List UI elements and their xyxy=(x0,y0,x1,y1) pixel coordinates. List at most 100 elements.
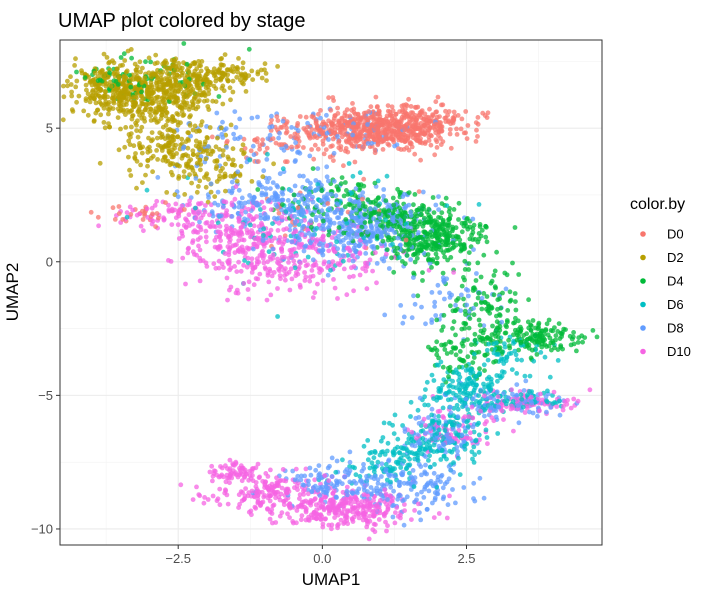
point-d8 xyxy=(237,117,242,122)
point-d2 xyxy=(189,181,194,186)
point-d4 xyxy=(470,360,475,365)
point-d4 xyxy=(492,331,497,336)
point-d8 xyxy=(309,473,314,478)
point-d10 xyxy=(250,256,255,261)
point-d0 xyxy=(449,146,454,151)
point-d4 xyxy=(455,234,460,239)
point-d4 xyxy=(481,253,486,258)
point-d2 xyxy=(140,145,145,150)
point-d4 xyxy=(457,201,462,206)
point-d10 xyxy=(304,467,309,472)
point-d10 xyxy=(301,499,306,504)
point-d2 xyxy=(249,69,254,74)
point-d8 xyxy=(380,257,385,262)
point-d8 xyxy=(453,501,458,506)
point-d4 xyxy=(461,321,466,326)
point-d8 xyxy=(296,193,301,198)
point-d2 xyxy=(65,79,70,84)
point-d2 xyxy=(218,169,223,174)
point-d0 xyxy=(476,122,481,127)
point-d8 xyxy=(269,114,274,119)
point-d4 xyxy=(415,224,420,229)
point-d10 xyxy=(253,506,258,511)
point-d8 xyxy=(358,479,363,484)
point-d10 xyxy=(278,276,283,281)
point-d10 xyxy=(445,516,450,521)
point-d8 xyxy=(324,164,329,169)
point-d8 xyxy=(330,456,335,461)
point-d0 xyxy=(399,147,404,152)
point-d4 xyxy=(513,328,518,333)
point-d2 xyxy=(192,97,197,102)
point-d4 xyxy=(513,225,518,230)
point-d6 xyxy=(340,457,345,462)
point-d4 xyxy=(397,205,402,210)
point-d10 xyxy=(333,286,338,291)
point-d10 xyxy=(561,404,566,409)
point-d10 xyxy=(349,265,354,270)
point-d4 xyxy=(453,333,458,338)
point-d10 xyxy=(266,474,271,479)
point-d2 xyxy=(72,63,77,68)
point-d8 xyxy=(348,450,353,455)
point-d6 xyxy=(495,431,500,436)
point-d4 xyxy=(467,237,472,242)
point-d2 xyxy=(159,113,164,118)
point-d4 xyxy=(485,239,490,244)
point-d4 xyxy=(489,281,494,286)
point-d10 xyxy=(241,281,246,286)
point-d10 xyxy=(221,265,226,270)
point-d8 xyxy=(412,479,417,484)
point-d10 xyxy=(305,262,310,267)
point-d4 xyxy=(473,338,478,343)
point-d8 xyxy=(348,468,353,473)
point-d8 xyxy=(415,492,420,497)
point-d10 xyxy=(254,276,259,281)
point-d4 xyxy=(420,270,425,275)
point-d2 xyxy=(157,130,162,135)
point-d0 xyxy=(475,134,480,139)
point-d10 xyxy=(260,252,265,257)
point-d0 xyxy=(150,211,155,216)
point-d10 xyxy=(275,286,280,291)
point-d4 xyxy=(460,284,465,289)
point-d2 xyxy=(214,86,219,91)
point-d4 xyxy=(483,224,488,229)
point-d0 xyxy=(328,144,333,149)
point-d10 xyxy=(382,512,387,517)
point-d0 xyxy=(386,103,391,108)
point-d10 xyxy=(412,508,417,513)
point-d2 xyxy=(195,190,200,195)
point-d8 xyxy=(433,313,438,318)
point-d2 xyxy=(208,125,213,130)
point-d2 xyxy=(135,118,140,123)
point-d6 xyxy=(434,363,439,368)
point-d10 xyxy=(293,273,298,278)
point-d4 xyxy=(515,333,520,338)
point-d2 xyxy=(140,66,145,71)
point-d8 xyxy=(234,125,239,130)
point-d8 xyxy=(441,495,446,500)
point-d10 xyxy=(211,494,216,499)
point-d2 xyxy=(185,79,190,84)
point-d4 xyxy=(450,227,455,232)
point-d6 xyxy=(369,450,374,455)
point-d8 xyxy=(307,154,312,159)
point-d10 xyxy=(243,468,248,473)
point-d10 xyxy=(365,286,370,291)
point-d8 xyxy=(448,468,453,473)
point-d8 xyxy=(346,231,351,236)
point-d2 xyxy=(196,184,201,189)
point-d8 xyxy=(344,235,349,240)
point-d2 xyxy=(142,119,147,124)
point-d4 xyxy=(119,55,124,60)
point-d0 xyxy=(357,118,362,123)
point-d8 xyxy=(398,303,403,308)
point-d0 xyxy=(309,147,314,152)
point-d0 xyxy=(418,158,423,163)
point-d8 xyxy=(421,190,426,195)
point-d10 xyxy=(125,210,130,215)
point-d2 xyxy=(77,94,82,99)
point-d6 xyxy=(460,382,465,387)
